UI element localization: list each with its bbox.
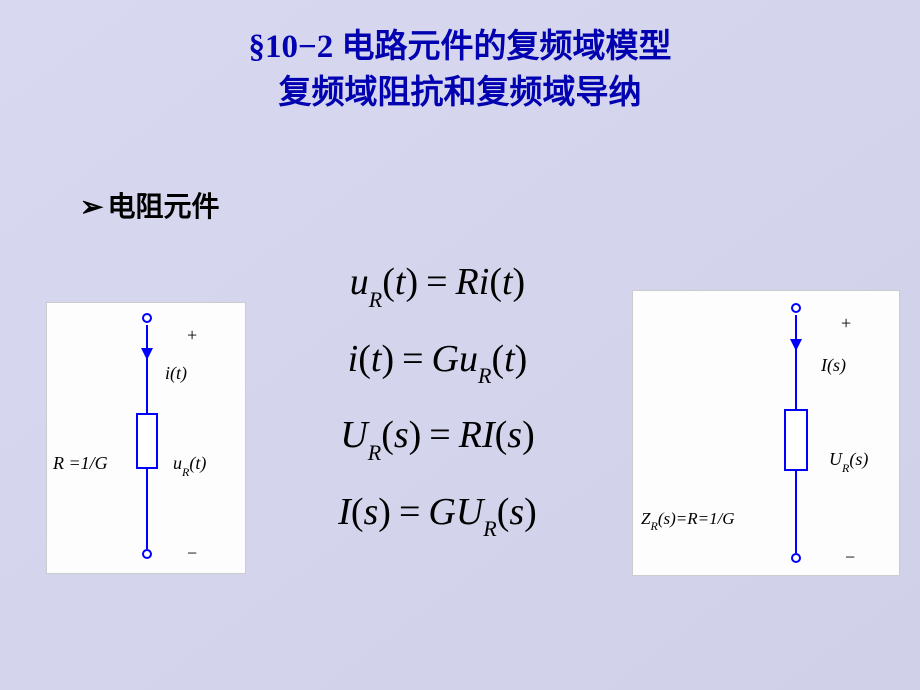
equation-4: I(s)=GUR(s): [265, 490, 610, 539]
voltage-label: UR(s): [829, 449, 868, 474]
current-arrow: [790, 339, 802, 351]
equation-1: uR(t)=Ri(t): [265, 260, 610, 309]
bottom-node: [791, 553, 801, 563]
section-heading: ➢电阻元件: [80, 185, 219, 225]
bottom-node: [142, 549, 152, 559]
resistor-box: [136, 413, 158, 469]
top-wire: [795, 315, 797, 409]
section-text: 电阻元件: [107, 192, 219, 223]
resistor-box: [784, 409, 808, 471]
s-domain-circuit: + I(s) UR(s) ZR(s)=R=1/G −: [632, 290, 900, 576]
title-line-2: 复频域阻抗和复频域导纳: [0, 70, 920, 116]
bottom-wire: [795, 471, 797, 553]
top-wire: [146, 325, 148, 413]
bottom-wire: [146, 469, 148, 549]
title-line-1: §10−2 电路元件的复频域模型: [0, 24, 920, 70]
equation-2: i(t)=GuR(t): [265, 337, 610, 386]
slide-title: §10−2 电路元件的复频域模型 复频域阻抗和复频域导纳: [0, 0, 920, 116]
time-domain-circuit: + i(t) uR(t) R =1/G −: [46, 302, 246, 574]
bullet-arrow: ➢: [80, 191, 103, 222]
equations-block: uR(t)=Ri(t) i(t)=GuR(t) UR(s)=RI(s) I(s)…: [265, 260, 610, 566]
plus-label: +: [841, 313, 851, 334]
equation-3: UR(s)=RI(s): [265, 413, 610, 462]
current-label: I(s): [821, 355, 846, 376]
top-node: [142, 313, 152, 323]
plus-label: +: [187, 325, 197, 346]
minus-label: −: [845, 547, 855, 568]
current-arrow: [141, 348, 153, 360]
minus-label: −: [187, 543, 197, 564]
top-node: [791, 303, 801, 313]
voltage-label: uR(t): [173, 453, 206, 478]
current-label: i(t): [165, 363, 187, 384]
impedance-label: ZR(s)=R=1/G: [641, 509, 735, 532]
impedance-label: R =1/G: [53, 453, 108, 474]
